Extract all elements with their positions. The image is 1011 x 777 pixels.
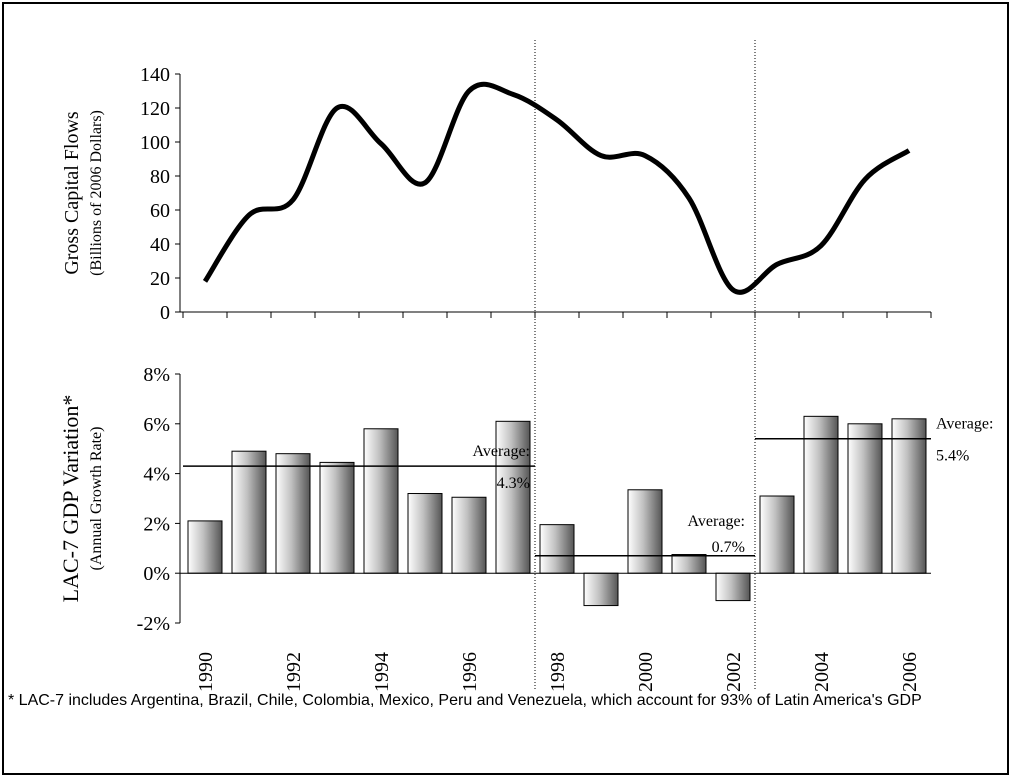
y-axis-title: LAC-7 GDP Variation* [58, 395, 83, 603]
average-label: Average: [688, 513, 745, 530]
y-tick-label: 2% [143, 513, 170, 535]
footnote: * LAC-7 includes Argentina, Brazil, Chil… [8, 692, 922, 709]
bar [495, 420, 531, 574]
y-tick-label: 4% [143, 464, 170, 486]
bar [407, 493, 443, 574]
bar [891, 418, 927, 574]
average-value-label: 0.7% [712, 539, 745, 556]
x-tick-label: 1990 [195, 652, 217, 692]
y-tick-label: 120 [140, 98, 170, 120]
y-tick-label: 20 [150, 268, 170, 290]
y-axis-title: Gross Capital Flows [61, 111, 83, 275]
y-tick-label: 80 [150, 166, 170, 188]
bar [231, 450, 267, 574]
x-tick-label: 1992 [283, 652, 305, 692]
bar [715, 572, 751, 602]
line-series [202, 81, 911, 295]
y-tick-label: 140 [140, 64, 170, 86]
y-tick-label: 0% [143, 563, 170, 585]
bar [275, 453, 311, 574]
y-tick-label: -2% [137, 613, 170, 635]
bar [671, 554, 707, 574]
x-tick-label: 1998 [547, 652, 569, 692]
bar [187, 520, 223, 574]
y-tick-label: 100 [140, 132, 170, 154]
average-value-label: 4.3% [497, 475, 530, 492]
y-tick-label: 6% [143, 414, 170, 436]
bar [583, 572, 619, 607]
y-axis-subtitle: (Billions of 2006 Dollars) [88, 110, 105, 276]
x-tick-label: 2000 [635, 652, 657, 692]
bar [847, 423, 883, 574]
bar [539, 524, 575, 574]
y-tick-label: 8% [143, 364, 170, 386]
x-tick-label: 2002 [723, 652, 745, 692]
x-tick-label: 2004 [811, 652, 833, 692]
y-tick-label: 0 [160, 302, 170, 324]
bar [363, 428, 399, 574]
average-value-label: 5.4% [936, 448, 969, 465]
bar [627, 489, 663, 574]
y-axis-subtitle: (Annual Growth Rate) [88, 427, 105, 571]
y-tick-label: 40 [150, 234, 170, 256]
x-tick-label: 1996 [459, 652, 481, 692]
bar [451, 496, 487, 574]
y-tick-label: 60 [150, 200, 170, 222]
x-tick-label: 1994 [371, 652, 393, 692]
average-label: Average: [936, 416, 993, 433]
bar [759, 495, 795, 574]
x-tick-label: 2006 [899, 652, 921, 692]
average-label: Average: [473, 443, 530, 460]
bar [319, 461, 355, 574]
bar [803, 415, 839, 574]
